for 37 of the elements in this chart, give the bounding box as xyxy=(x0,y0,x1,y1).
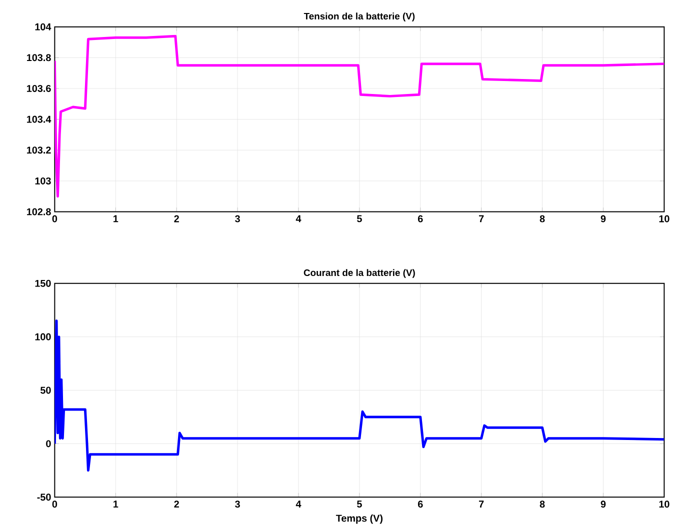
x-tick-label: 1 xyxy=(114,500,118,508)
x-tick-label: 3 xyxy=(235,500,240,508)
y-tick-label: 103.2 xyxy=(27,146,51,154)
y-tick-label: 103.4 xyxy=(27,116,52,123)
y-tick-label: 150 xyxy=(35,280,51,287)
x-tick-label: 9 xyxy=(600,215,606,222)
y-tick-label: 0 xyxy=(46,440,51,448)
x-tick-label: 8 xyxy=(540,500,545,508)
x-tick-label: 5 xyxy=(357,500,362,508)
x-tick-label: 7 xyxy=(479,215,484,222)
y-tick-label: 104 xyxy=(35,23,52,30)
x-tick-label: 7 xyxy=(479,500,484,508)
x-axis-title: Temps (V) xyxy=(336,514,383,524)
x-tick-label: 4 xyxy=(296,215,302,222)
y-tick-label: 50 xyxy=(40,386,51,394)
x-tick-label: 6 xyxy=(418,215,423,222)
x-tick-label: 8 xyxy=(540,215,545,222)
x-tick-label: 1 xyxy=(114,215,118,222)
x-tick-label: 0 xyxy=(52,500,58,508)
y-tick-label: 103.6 xyxy=(27,84,51,92)
x-tick-label: 10 xyxy=(659,215,670,222)
y-tick-label: 100 xyxy=(35,333,51,340)
y-tick-label: -50 xyxy=(37,494,51,501)
x-tick-label: 10 xyxy=(659,500,670,508)
chart-title: Tension de la batterie (V) xyxy=(304,12,415,22)
x-tick-label: 0 xyxy=(52,215,58,222)
x-tick-label: 5 xyxy=(357,215,362,222)
y-tick-label: 103.8 xyxy=(27,54,51,62)
x-tick-label: 2 xyxy=(174,500,179,508)
x-tick-label: 9 xyxy=(600,500,606,508)
x-tick-label: 6 xyxy=(418,500,423,508)
chart-title: Courant de la batterie (V) xyxy=(304,269,415,278)
x-tick-label: 4 xyxy=(296,500,302,508)
y-tick-label: 103 xyxy=(35,177,51,184)
y-tick-label: 102.8 xyxy=(27,208,51,216)
x-tick-label: 3 xyxy=(235,215,240,222)
x-tick-label: 2 xyxy=(174,215,179,222)
